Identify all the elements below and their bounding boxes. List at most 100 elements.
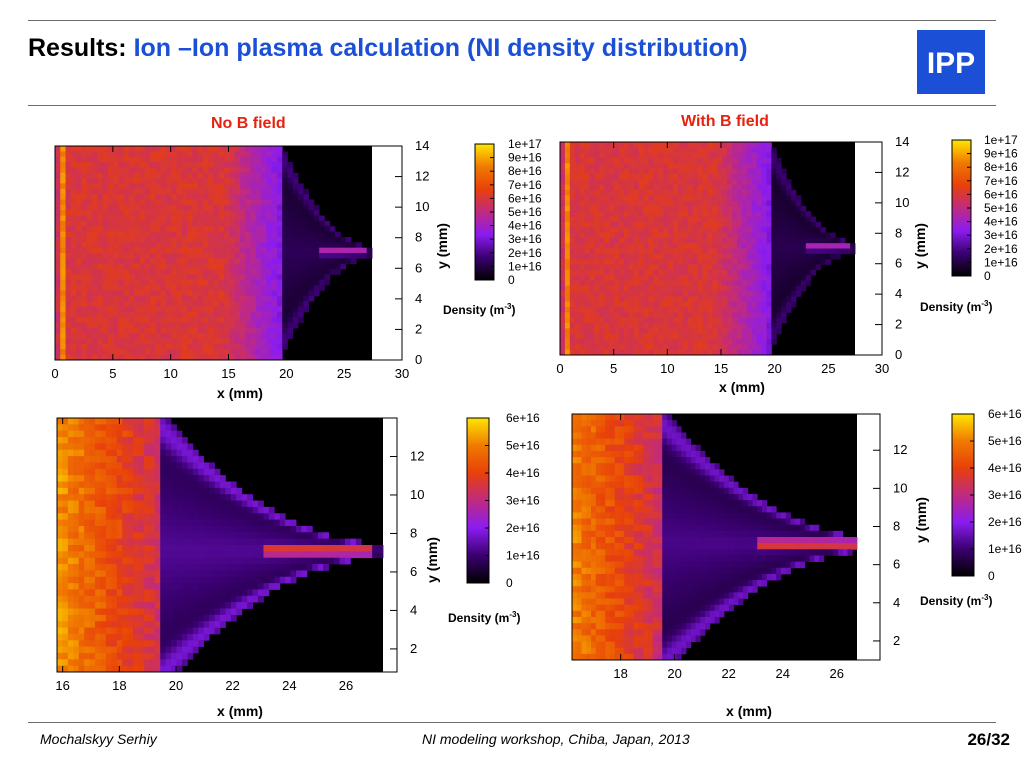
heatmap-cell [648, 243, 654, 249]
heatmap-cell [335, 247, 341, 254]
heatmap-cell [122, 443, 129, 451]
heatmap-cell [560, 253, 566, 260]
heatmap-cell [712, 264, 718, 271]
heatmap-cell [229, 354, 236, 361]
heatmap-cell [139, 290, 146, 297]
heatmap-cell [224, 146, 230, 152]
heatmap-cell [604, 312, 610, 319]
heatmap-cell [746, 163, 753, 170]
heatmap-cell [282, 236, 288, 243]
heatmap-cell [692, 243, 699, 249]
heatmap-cell [569, 291, 576, 297]
heatmap-cell [143, 462, 150, 470]
heatmap-cell [239, 215, 246, 222]
heatmap-cell [229, 172, 236, 179]
heatmap-cell [97, 279, 103, 286]
heatmap-cell [569, 163, 576, 170]
heatmap-cell [105, 608, 112, 616]
heatmap-cell [181, 333, 188, 339]
heatmap-cell [116, 437, 123, 444]
heatmap-cell [623, 157, 630, 164]
heatmap-cell [250, 204, 257, 211]
heatmap-cell [239, 210, 246, 216]
heatmap-cell [57, 418, 63, 425]
heatmap-cell [702, 301, 708, 308]
heatmap-cell [350, 242, 357, 249]
heatmap-cell [614, 221, 620, 228]
heatmap-cell [678, 291, 684, 297]
heatmap-cell [81, 322, 88, 329]
heatmap-cell [564, 312, 571, 319]
heatmap-cell [271, 269, 278, 275]
heatmap-cell [176, 545, 183, 552]
heatmap-cell [619, 211, 625, 217]
heatmap-cell [687, 216, 694, 223]
heatmap-cell [579, 189, 585, 196]
heatmap-cell [187, 188, 193, 195]
heatmap-cell [127, 462, 134, 470]
heatmap-cell [261, 247, 267, 254]
heatmap-cell [673, 344, 679, 351]
heatmap-cell [751, 211, 758, 217]
heatmap-cell [160, 583, 167, 590]
heatmap-cell [62, 627, 69, 635]
heatmap-cell [604, 333, 610, 340]
heatmap-cell [287, 162, 294, 168]
heatmap-cell [76, 269, 82, 275]
heatmap-cell [751, 296, 758, 303]
heatmap-cell [55, 220, 61, 227]
heatmap-cell [712, 227, 718, 233]
heatmap-cell [84, 538, 90, 546]
heatmap-cell [89, 500, 96, 508]
heatmap-cell [55, 301, 61, 307]
heatmap-cell [155, 220, 162, 227]
heatmap-cell [95, 633, 101, 641]
heatmap-cell [134, 349, 140, 356]
heatmap-cell [202, 204, 209, 211]
heatmap-cell [176, 430, 183, 438]
heatmap-cell [594, 280, 600, 287]
heatmap-cell [181, 462, 188, 470]
heatmap-cell [796, 243, 802, 249]
heatmap-cell [298, 226, 304, 232]
heatmap-cell [604, 163, 610, 170]
heatmap-cell [276, 204, 283, 211]
heatmap-cell [266, 354, 273, 361]
heatmap-cell [245, 354, 251, 361]
heatmap-cell [213, 322, 220, 329]
heatmap-cell [171, 226, 177, 232]
heatmap-cell [139, 236, 146, 243]
heatmap-cell [594, 328, 600, 335]
heatmap-cell [737, 216, 743, 223]
heatmap-cell [239, 274, 246, 281]
heatmap-cell [111, 519, 118, 527]
heatmap-cell [791, 221, 797, 228]
heatmap-cell [102, 274, 109, 281]
heatmap-cell [712, 349, 718, 356]
heatmap-cell [658, 205, 664, 212]
heatmap-cell [313, 220, 320, 227]
heatmap-cell [78, 506, 85, 514]
heatmap-cell [633, 307, 640, 313]
heatmap-cell [335, 242, 341, 249]
heatmap-cell [697, 280, 703, 287]
heatmap-cell [102, 215, 109, 222]
heatmap-cell [139, 183, 146, 190]
heatmap-cell [65, 327, 72, 334]
heatmap-cell [282, 220, 288, 227]
heatmap-cell [250, 231, 257, 238]
heatmap-cell [717, 264, 723, 271]
heatmap-cell [197, 194, 204, 200]
heatmap-cell [165, 538, 172, 546]
heatmap-cell [560, 179, 566, 186]
heatmap-cell [737, 301, 743, 308]
heatmap-cell [766, 349, 772, 356]
heatmap-cell [727, 163, 733, 170]
heatmap-cell [791, 291, 797, 297]
heatmap-cell [62, 564, 69, 571]
heatmap-cell [208, 172, 214, 179]
heatmap-cell [202, 231, 209, 238]
heatmap-cell [746, 237, 753, 244]
heatmap-cell [682, 216, 689, 223]
heatmap-cell [648, 312, 654, 319]
